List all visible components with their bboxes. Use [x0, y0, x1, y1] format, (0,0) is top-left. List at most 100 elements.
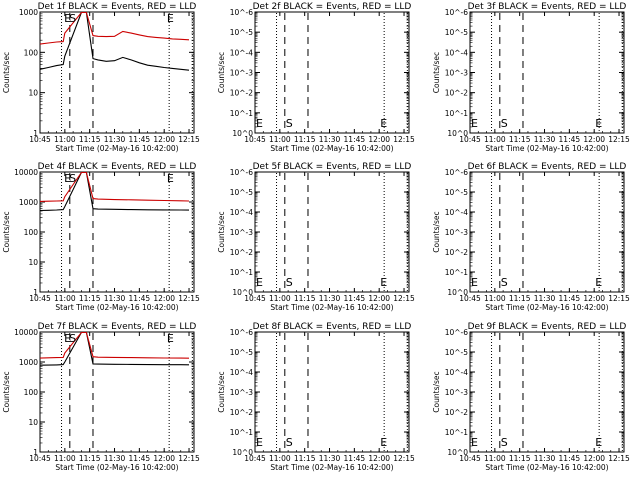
- det-9f-x-tick-label: 11:00: [484, 454, 506, 463]
- det-6f-x-tick-label: 11:30: [534, 294, 556, 303]
- det-7f-y-tick-label: 10000: [14, 328, 38, 337]
- det-8f-title: Det 8f BLACK = Events, RED = LLD: [253, 322, 412, 332]
- det-6f-x-tick-label: 12:15: [608, 294, 630, 303]
- det-3f-x-tick-label: 11:00: [484, 135, 506, 144]
- det-3f-plot-frame: [469, 11, 625, 134]
- det-6f-x-tick-label: 11:15: [509, 294, 531, 303]
- det-7f-y-tick-label: 100: [24, 388, 39, 397]
- det-5f-y-tick-label: 10^-5: [230, 188, 254, 197]
- det-3f-y-tick-label: 10^-2: [445, 89, 469, 98]
- det-5f-x-axis-label: Start Time (02-May-16 10:42:00): [270, 303, 393, 312]
- det-5f-x-tick-label: 11:45: [344, 294, 366, 303]
- det-8f-plot-frame: [254, 331, 410, 453]
- det-6f-x-tick-label: 12:00: [583, 294, 605, 303]
- det-4f-marker-e: E: [64, 172, 71, 185]
- det-5f-y-tick-label: 10^-4: [230, 208, 254, 217]
- det-9f-marker-e: E: [595, 436, 602, 449]
- det-1f-x-axis-label: Start Time (02-May-16 10:42:00): [55, 144, 178, 153]
- det-4f-y-tick-label: 1000: [19, 198, 38, 207]
- det-4f-x-axis-label: Start Time (02-May-16 10:42:00): [55, 303, 178, 312]
- det-2f-x-axis-label: Start Time (02-May-16 10:42:00): [270, 144, 393, 153]
- det-4f-y-tick-label: 10000: [14, 168, 38, 177]
- det-2f-y-axis-label: Counts/sec: [217, 52, 226, 93]
- det-5f-x-tick-label: 11:15: [294, 294, 316, 303]
- det-8f-x-tick-label: 11:30: [319, 454, 341, 463]
- det-7f-y-tick-label: 1000: [19, 358, 38, 367]
- det-5f-x-tick-label: 10:45: [244, 294, 266, 303]
- det-3f-y-tick-label: 10^-1: [445, 109, 469, 118]
- det-1f-y-tick-label: 1000: [19, 8, 38, 17]
- det-4f-marker-s: S: [69, 172, 76, 185]
- det-4f-y-tick-label: 1: [33, 288, 38, 297]
- det-7f-y-axis-label: Counts/sec: [2, 371, 11, 412]
- det-9f-y-tick-label: 10^-2: [445, 408, 469, 417]
- det-7f-x-tick-label: 12:15: [178, 454, 200, 463]
- det-6f-marker-s: S: [501, 276, 508, 289]
- det-7f-x-tick-label: 11:45: [129, 454, 151, 463]
- det-5f-y-tick-label: 10^-6: [230, 168, 254, 177]
- det-6f-y-tick-label: 10^-3: [445, 228, 469, 237]
- det-3f-x-tick-label: 10:45: [459, 135, 481, 144]
- det-7f-marker-e: E: [64, 332, 71, 345]
- det-2f-y-tick-label: 10^-3: [230, 69, 254, 78]
- det-9f-title: Det 9f BLACK = Events, RED = LLD: [468, 322, 627, 332]
- det-4f-marker-e: E: [167, 172, 174, 185]
- det-2f-y-tick-label: 10^0: [232, 129, 253, 138]
- det-7f-series-events: [39, 331, 190, 366]
- det-1f-x-tick-label: 11:00: [54, 135, 76, 144]
- det-6f-y-tick-label: 10^0: [447, 288, 468, 297]
- det-3f-marker-e: E: [595, 117, 602, 130]
- det-4f-x-tick-label: 11:30: [104, 294, 126, 303]
- det-9f-y-tick-label: 10^-4: [445, 368, 469, 377]
- det-8f-marker-s: S: [286, 436, 293, 449]
- det-2f-x-tick-label: 11:00: [269, 135, 291, 144]
- det-2f-y-tick-label: 10^-1: [230, 109, 254, 118]
- det-3f-y-tick-label: 10^-6: [445, 8, 469, 17]
- det-3f-x-tick-label: 11:15: [509, 135, 531, 144]
- det-5f-marker-e: E: [380, 276, 387, 289]
- det-9f-x-axis-label: Start Time (02-May-16 10:42:00): [485, 463, 608, 472]
- det-2f-x-tick-label: 12:15: [393, 135, 415, 144]
- det-1f-y-tick-label: 100: [24, 48, 39, 57]
- det-5f-marker-e: E: [256, 276, 263, 289]
- det-5f-marker-s: S: [286, 276, 293, 289]
- det-9f-x-tick-label: 11:30: [534, 454, 556, 463]
- det-6f-marker-e: E: [471, 276, 478, 289]
- det-2f-y-tick-label: 10^-5: [230, 28, 254, 37]
- det-7f-marker-s: S: [69, 332, 76, 345]
- det-6f-y-tick-label: 10^-6: [445, 168, 469, 177]
- det-7f-x-tick-label: 11:30: [104, 454, 126, 463]
- det-8f-x-tick-label: 10:45: [244, 454, 266, 463]
- det-2f-title: Det 2f BLACK = Events, RED = LLD: [253, 2, 412, 12]
- det-3f-marker-s: S: [501, 117, 508, 130]
- det-9f-x-tick-label: 11:15: [509, 454, 531, 463]
- det-8f-x-tick-label: 11:45: [344, 454, 366, 463]
- det-7f-marker-e: E: [167, 332, 174, 345]
- det-6f-x-axis-label: Start Time (02-May-16 10:42:00): [485, 303, 608, 312]
- det-8f-y-tick-label: 10^-3: [230, 388, 254, 397]
- det-9f-marker-s: S: [501, 436, 508, 449]
- det-7f-series-lld: [39, 331, 190, 359]
- det-1f-series-lld: [39, 11, 190, 45]
- det-7f-x-tick-label: 12:00: [153, 454, 175, 463]
- det-8f-y-tick-label: 10^-5: [230, 348, 254, 357]
- det-1f-x-tick-label: 11:15: [79, 135, 101, 144]
- det-1f-title: Det 1f BLACK = Events, RED = LLD: [38, 2, 197, 12]
- det-8f-x-tick-label: 11:15: [294, 454, 316, 463]
- det-5f-x-tick-label: 12:00: [368, 294, 390, 303]
- det-1f-x-tick-label: 11:45: [129, 135, 151, 144]
- det-8f-y-tick-label: 10^0: [232, 448, 253, 457]
- det-4f-x-tick-label: 12:15: [178, 294, 200, 303]
- det-6f-marker-e: E: [595, 276, 602, 289]
- det-6f-y-tick-label: 10^-2: [445, 248, 469, 257]
- det-8f-x-tick-label: 12:00: [368, 454, 390, 463]
- det-9f-y-tick-label: 10^0: [447, 448, 468, 457]
- det-2f-x-tick-label: 12:00: [368, 135, 390, 144]
- det-4f-series-lld: [39, 171, 190, 202]
- det-3f-x-tick-label: 11:45: [559, 135, 581, 144]
